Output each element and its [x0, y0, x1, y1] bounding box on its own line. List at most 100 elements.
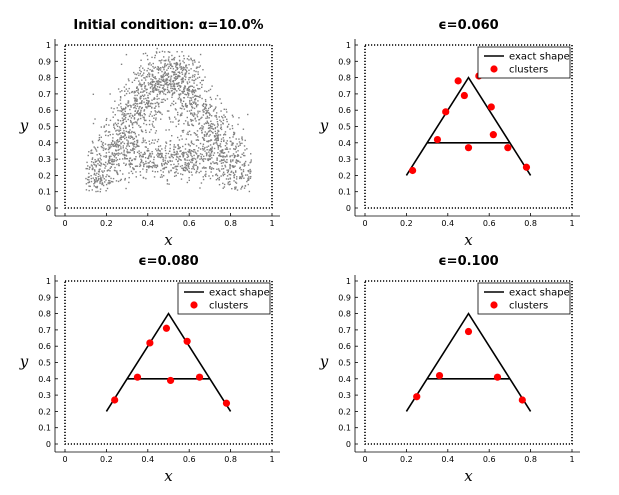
data-point [110, 166, 113, 168]
data-point [156, 165, 159, 168]
data-point [208, 117, 210, 119]
data-point [193, 59, 196, 61]
data-point [239, 161, 241, 163]
data-point [181, 51, 183, 53]
data-point [112, 133, 114, 136]
y-tick-label: 0 [346, 204, 351, 213]
data-point [160, 62, 162, 64]
data-point [213, 147, 216, 150]
data-point [135, 156, 137, 158]
data-point [90, 164, 93, 166]
data-point [221, 150, 224, 152]
data-point [88, 185, 90, 187]
data-point [220, 175, 222, 177]
data-point [226, 171, 229, 174]
data-point [206, 111, 208, 114]
data-point [163, 67, 165, 69]
data-point [212, 143, 215, 145]
data-point [195, 102, 197, 104]
data-point [182, 169, 185, 172]
data-point [210, 98, 213, 101]
data-point [213, 108, 215, 111]
data-point [154, 110, 156, 112]
data-point [223, 140, 225, 142]
data-point [155, 148, 157, 150]
data-point [106, 187, 109, 190]
data-point [143, 118, 145, 120]
data-point [154, 77, 156, 79]
data-point [207, 158, 209, 160]
data-point [133, 137, 136, 140]
data-point [138, 102, 141, 105]
data-point [179, 107, 182, 109]
data-point [234, 155, 237, 157]
data-point [156, 80, 158, 82]
data-point [229, 167, 231, 170]
data-point [210, 105, 212, 107]
data-point [218, 169, 220, 172]
data-point [125, 187, 127, 190]
data-point [175, 118, 177, 120]
exact-shape-line [405, 76, 532, 176]
data-point [175, 66, 177, 68]
data-point [133, 145, 135, 148]
data-point [134, 121, 136, 123]
data-point [105, 148, 107, 150]
data-point [191, 76, 194, 78]
data-point [88, 172, 90, 175]
data-point [193, 91, 195, 93]
data-point [199, 110, 201, 113]
data-point [223, 152, 226, 154]
data-point [220, 138, 223, 140]
data-point [134, 98, 136, 100]
data-point [113, 123, 115, 125]
data-point [163, 163, 165, 165]
data-point [134, 158, 136, 161]
data-point [154, 166, 156, 168]
data-point [128, 125, 130, 128]
data-point [137, 110, 139, 112]
data-point [238, 141, 241, 143]
data-point [177, 67, 179, 70]
data-point [108, 146, 110, 148]
y-axis-label: y [319, 353, 329, 371]
data-point [226, 140, 228, 142]
data-point [87, 182, 89, 184]
data-point [162, 160, 165, 162]
data-point [209, 155, 212, 157]
data-point [239, 176, 241, 178]
data-point [135, 176, 137, 178]
data-point [128, 131, 130, 133]
data-point [164, 147, 166, 149]
data-point [187, 122, 189, 125]
data-point [232, 159, 234, 161]
data-point [242, 128, 245, 130]
data-point [186, 89, 188, 91]
data-point [159, 156, 162, 159]
data-point [247, 164, 250, 166]
cluster-point [111, 396, 119, 404]
data-point [202, 176, 204, 178]
data-point [147, 166, 150, 169]
data-point [193, 82, 195, 84]
data-point [159, 153, 161, 156]
data-point [203, 166, 205, 168]
data-point [128, 115, 131, 118]
data-point [222, 119, 225, 122]
data-point [149, 143, 151, 145]
data-point [119, 102, 122, 105]
data-point [209, 177, 212, 180]
data-point [193, 157, 195, 160]
data-point [214, 132, 217, 135]
data-point [178, 119, 180, 122]
data-point [222, 182, 224, 185]
data-point [152, 62, 154, 65]
data-point [215, 137, 217, 139]
data-point [142, 116, 144, 118]
data-point [108, 182, 110, 185]
data-point [149, 103, 152, 105]
data-point [192, 101, 194, 103]
data-point [211, 150, 214, 152]
data-point [169, 147, 171, 150]
data-point [149, 86, 152, 89]
